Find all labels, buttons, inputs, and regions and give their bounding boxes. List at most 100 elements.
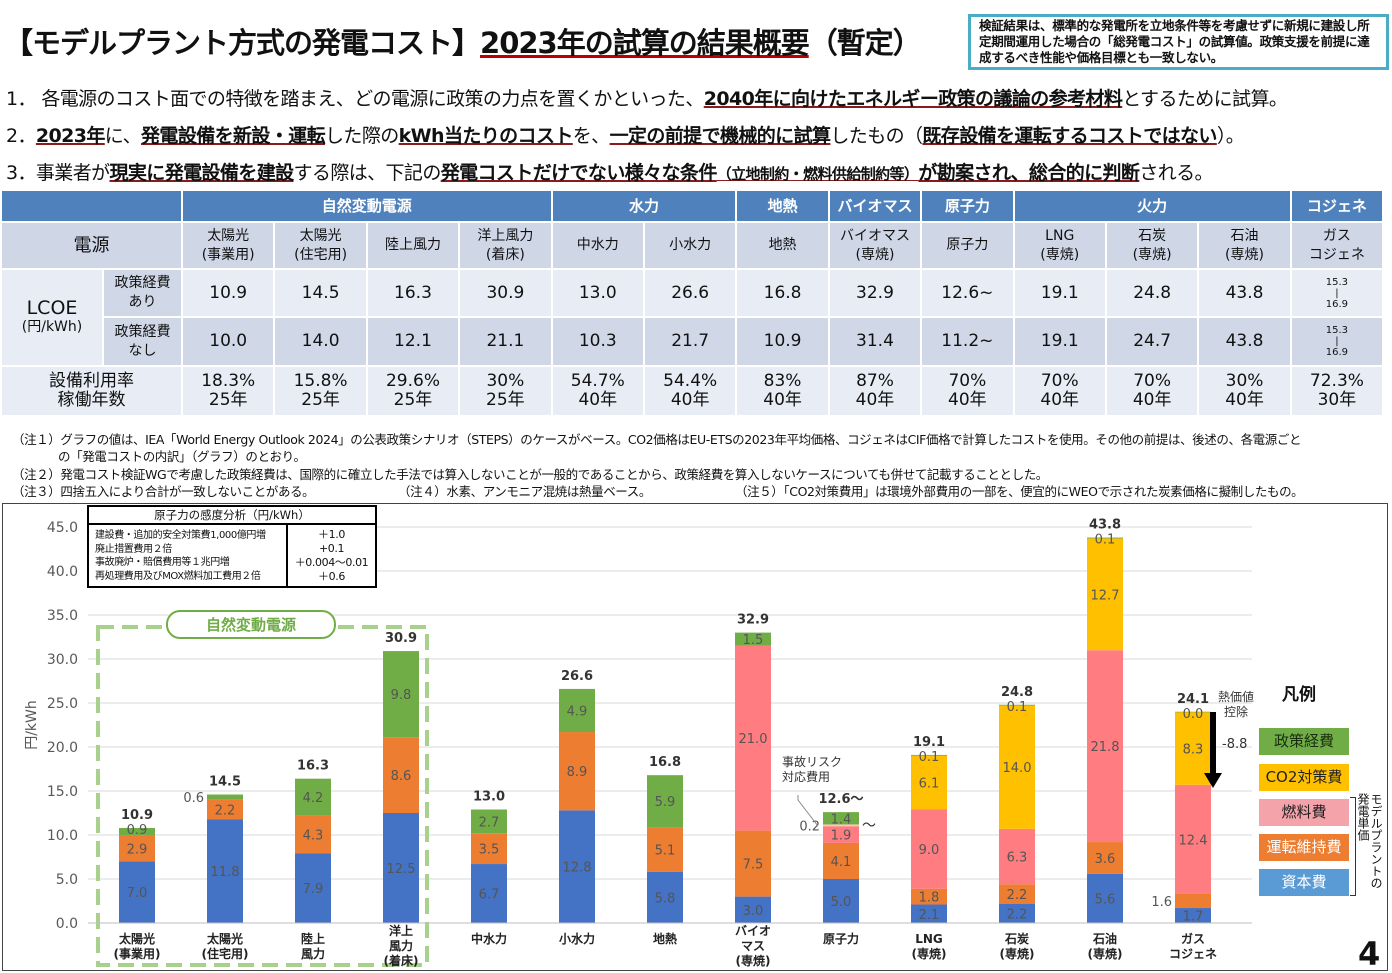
group-header: バイオマス <box>827 189 923 223</box>
legend-capital: 資本費 <box>1259 869 1349 896</box>
chart-frame <box>2 503 1388 971</box>
legend-bracket <box>1350 797 1356 896</box>
segment-label: 0.1 <box>1007 700 1028 715</box>
lcoe-with-policy: 19.1 <box>1012 268 1107 318</box>
point-3: 3．事業者が現実に発電設備を建設する際は、下記の発電コストだけでない様々な条件（… <box>6 158 1214 185</box>
bar-total-label: 26.6 <box>561 669 593 684</box>
sensitivity-item: 建設費・追加的安全対策費1,000億円増 <box>95 530 266 541</box>
x-category-label: 原子力 <box>823 931 859 946</box>
point-segment: される。 <box>1139 162 1213 184</box>
title-prefix: 【モデルプラント方式の発電コスト】 <box>4 26 481 60</box>
bar-segment-2 <box>1087 650 1123 843</box>
point-segment: 1． 各電源のコスト面での特徴を踏まえ、どの電源に政策の力点を置くかといった、 <box>6 88 704 110</box>
segment-label: 2.2 <box>1007 907 1028 922</box>
segment-label: 9.8 <box>391 688 412 703</box>
bar-segment-1 <box>647 827 683 872</box>
heat-deduction-arrowhead <box>1204 773 1222 788</box>
bar-segment-0 <box>1087 873 1123 923</box>
bar-segment-1 <box>119 835 155 862</box>
lcoe-with-policy: 12.6~ <box>920 268 1015 318</box>
lcoe-with-policy: 24.8 <box>1104 268 1200 318</box>
x-category-label: 陸上風力 <box>301 931 325 961</box>
bar-segment-1 <box>1175 893 1211 909</box>
bar-segment-1 <box>559 732 595 811</box>
x-category-label: 小水力 <box>559 931 595 946</box>
point-segment: したもの（ <box>830 125 923 147</box>
segment-label: 5.9 <box>655 795 676 810</box>
bar-segment-0 <box>999 903 1035 923</box>
bar-segment-5 <box>207 794 243 800</box>
bar-segment-5 <box>823 812 859 825</box>
note-4: （注４）水素、アンモニア混焼は熱量ベース。 <box>398 484 651 499</box>
heat-deduction-value: -8.8 <box>1222 737 1247 752</box>
usage-value: 83% 40年 <box>735 365 830 417</box>
segment-label: 4.1 <box>831 855 852 870</box>
usage-value: 70% 40年 <box>920 365 1015 417</box>
legend-co2: CO2対策費 <box>1259 764 1349 791</box>
sensitivity-table: 原子力の感度分析（円/kWh） 建設費・追加的安全対策費1,000億円増 廃止措置… <box>87 505 377 588</box>
segment-label: 5.6 <box>1095 892 1116 907</box>
usage-value: 87% 40年 <box>827 365 923 417</box>
segment-label: 3.6 <box>1095 852 1116 867</box>
segment-label: 12.5 <box>387 862 416 877</box>
source-row: 電源 太陽光 (事業用) 太陽光 (住宅用) 陸上風力 洋上風力 (着床) 中水力 小水力地… <box>0 221 1385 270</box>
bar-total-label: 13.0 <box>473 789 505 804</box>
usage-value: 54.7% 40年 <box>550 365 645 417</box>
lcoe-with-policy: 14.5 <box>273 268 368 318</box>
segment-label: 12.7 <box>1091 588 1120 603</box>
point-segment: （立地制約・燃料供給制約等） <box>716 165 919 183</box>
legend-policy: 政策経費 <box>1259 728 1349 755</box>
x-category-label: 太陽光(住宅用) <box>202 931 249 961</box>
usage-value: 30% 40年 <box>1197 365 1292 417</box>
sensitivity-item: 廃止措置費用２倍 <box>95 543 172 555</box>
segment-label: 0.6 <box>183 791 204 806</box>
usage-value: 15.8% 25年 <box>273 365 368 417</box>
source-header: 太陽光 (住宅用) <box>273 221 368 270</box>
bar-segment-5 <box>295 778 331 816</box>
natural-group-label: 自然変動電源 <box>206 616 296 634</box>
note-1-cont: の「発電コストの内訳」（グラフ）のとおり。 <box>58 449 306 464</box>
bar-segment-1 <box>735 830 771 897</box>
bar-segment-5 <box>119 827 155 836</box>
bar-segment-0 <box>647 871 683 923</box>
point-segment: kWh当たりのコスト <box>398 125 574 147</box>
y-axis-label: 円/kWh <box>24 700 40 750</box>
bracket-label: モデルプラントの 発電単価 <box>1356 793 1383 889</box>
segment-label: 2.2 <box>1007 888 1028 903</box>
x-category-label: 石油(専焼) <box>1088 931 1123 961</box>
bar-segment-1 <box>823 842 859 879</box>
title-main: 2023年の試算の結果概要 <box>480 26 810 60</box>
point-segment: 2040年に向けたエネルギー政策の議論の参考材料 <box>703 88 1123 110</box>
y-tick-label: 15.0 <box>47 784 78 800</box>
bar-segment-0 <box>559 810 595 923</box>
lcoe-with-policy: 15.3 | 16.9 <box>1289 268 1385 318</box>
bar-total-label: 16.3 <box>297 759 329 774</box>
sensitivity-value: ＋0.6 <box>318 570 345 583</box>
bar-segment-5 <box>1087 537 1123 539</box>
segment-label: 1.5 <box>743 633 764 648</box>
segment-label: 5.1 <box>655 844 676 859</box>
y-tick-label: 45.0 <box>47 520 78 536</box>
note-1: （注１）グラフの値は、IEA「World Energy Outlook 2024… <box>12 432 1302 447</box>
segment-label: 0.1 <box>1095 533 1116 548</box>
sensitivity-title: 原子力の感度分析（円/kWh） <box>89 507 375 525</box>
bar-segment-5 <box>1175 711 1211 713</box>
bar-segment-0 <box>735 896 771 923</box>
bar-segment-1 <box>295 815 331 854</box>
lcoe-with-policy: 16.8 <box>735 268 830 318</box>
source-header: 石炭 (専焼) <box>1104 221 1200 270</box>
segment-label: 0.1 <box>919 750 940 765</box>
lcoe-with-policy: 30.9 <box>458 268 553 318</box>
lcoe-without-policy: 21.7 <box>642 316 738 367</box>
source-header: バイオマス (専焼) <box>827 221 923 270</box>
corner-cell <box>0 189 183 223</box>
segment-label: 1.4 <box>831 812 852 827</box>
bar-segment-3 <box>823 824 859 827</box>
usage-label: 設備利用率 稼働年数 <box>0 365 183 417</box>
segment-label: 21.0 <box>739 732 768 747</box>
lcoe-with-policy: 26.6 <box>642 268 738 318</box>
bar-segment-1 <box>911 888 947 905</box>
point-segment: が勘案され、総合的に判断 <box>918 162 1140 184</box>
note-2: （注２）発電コスト検証WGで考慮した政策経費は、国際的に確立した手法では算入しな… <box>12 467 1048 482</box>
source-header: LNG (専焼) <box>1012 221 1107 270</box>
